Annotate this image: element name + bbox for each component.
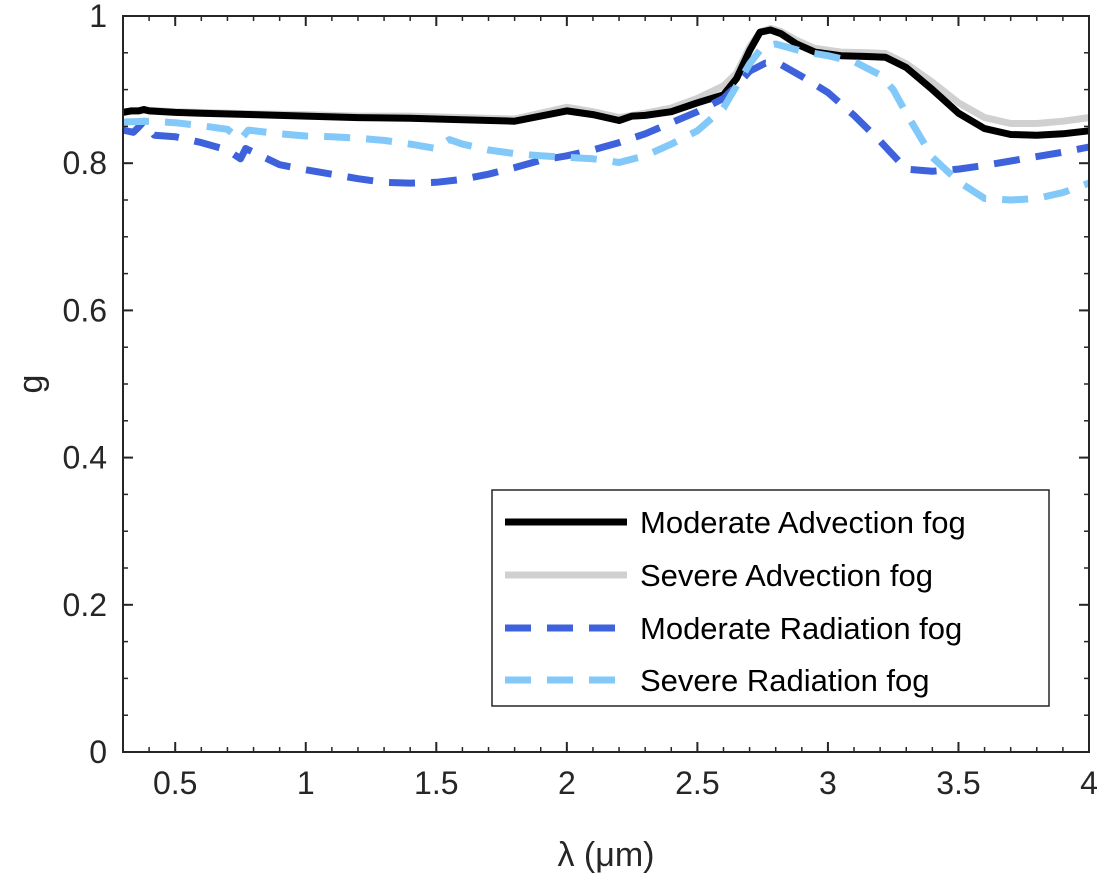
x-tick-label: 4 xyxy=(1080,765,1098,801)
y-tick-label: 0.8 xyxy=(63,145,107,181)
y-tick-label: 1 xyxy=(89,0,107,34)
x-tick-label: 3 xyxy=(819,765,837,801)
legend-box xyxy=(491,489,1050,707)
legend-items: Moderate Advection fog Severe Advection f… xyxy=(505,505,966,698)
series-line-moderate-advection-fog xyxy=(122,26,1090,139)
x-tick-label: 0.5 xyxy=(153,765,197,801)
tick-labels-layer: 0.5 1 1.5 2 2.5 3 3.5 4 0 0.2 0.4 0.6 0.8 1 xyxy=(63,0,1098,801)
legend-label: Moderate Radiation fog xyxy=(640,611,962,646)
legend: Moderate Advection fog Severe Advection f… xyxy=(491,489,1050,707)
x-tick-label: 1.5 xyxy=(414,765,458,801)
x-tick-label: 2 xyxy=(558,765,576,801)
y-axis-label: g xyxy=(12,375,50,394)
series-layer xyxy=(122,25,1091,204)
series-line-severe-radiation-fog xyxy=(122,40,1091,204)
x-axis-label: λ (μm) xyxy=(557,836,654,874)
legend-label: Moderate Advection fog xyxy=(640,505,966,540)
x-tick-label: 2.5 xyxy=(675,765,719,801)
ticks-layer xyxy=(123,15,1090,753)
y-tick-label: 0.6 xyxy=(63,292,107,328)
x-tick-label: 1 xyxy=(297,765,315,801)
y-tick-label: 0.4 xyxy=(63,440,107,476)
y-tick-label: 0.2 xyxy=(63,587,107,623)
x-tick-label: 3.5 xyxy=(936,765,980,801)
legend-label: Severe Advection fog xyxy=(640,558,933,593)
legend-label: Severe Radiation fog xyxy=(640,663,930,698)
y-tick-label: 0 xyxy=(89,734,107,770)
